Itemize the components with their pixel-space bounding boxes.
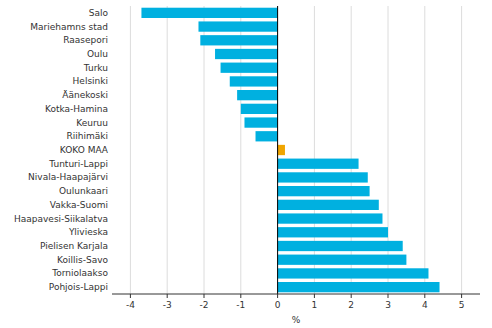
- category-label: Nivala-Haapajärvi: [28, 172, 108, 182]
- bar: [278, 213, 383, 223]
- tick-label: 1: [312, 300, 318, 310]
- bar: [221, 63, 278, 73]
- tick-label: 2: [348, 300, 354, 310]
- category-label: Turku: [83, 63, 108, 73]
- category-label: Oulu: [87, 49, 108, 59]
- tick-label: -4: [126, 300, 135, 310]
- tick-mark: [204, 294, 205, 298]
- bar: [278, 268, 429, 278]
- bar: [278, 172, 368, 182]
- category-label: Oulunkaari: [59, 186, 108, 196]
- bar: [278, 282, 440, 292]
- bar: [278, 227, 388, 237]
- category-label: Keuruu: [76, 118, 108, 128]
- zero-line: [277, 6, 278, 294]
- category-label: Kotka-Hamina: [45, 104, 108, 114]
- category-label: Vakka-Suomi: [50, 200, 108, 210]
- category-label: Koillis-Savo: [57, 255, 108, 265]
- tick-mark: [351, 294, 352, 298]
- bars: [141, 8, 439, 293]
- tick-label: 5: [459, 300, 465, 310]
- grid-line: [204, 6, 205, 294]
- x-axis: -4 -3 -2 -1 0 1 2 3 4 5: [112, 294, 480, 310]
- tick-mark: [424, 294, 425, 298]
- grid-line: [461, 6, 462, 294]
- tick-mark: [388, 294, 389, 298]
- bar: [278, 200, 379, 210]
- bar: [198, 21, 277, 31]
- category-label: Ylivieska: [68, 227, 108, 237]
- bar: [230, 76, 278, 86]
- category-label: Torniolaakso: [51, 268, 108, 278]
- tick-label: -1: [236, 300, 245, 310]
- category-label: KOKO MAA: [60, 145, 109, 155]
- category-label: Haapavesi-Siikalatva: [14, 214, 108, 224]
- tick-mark: [240, 294, 241, 298]
- grid-line: [277, 6, 278, 294]
- bar: [278, 145, 285, 155]
- bar: [237, 90, 277, 100]
- bar: [256, 131, 278, 141]
- tick-label: -3: [163, 300, 172, 310]
- bar: [278, 241, 403, 251]
- tick-mark: [167, 294, 168, 298]
- tick-label: -2: [200, 300, 209, 310]
- grid-line: [424, 6, 425, 294]
- chart: -4 -3 -2 -1 0 1 2 3 4 5% Pohjois-Lappi Torniolaakso…: [0, 0, 492, 328]
- bar: [241, 104, 278, 114]
- bar: [278, 186, 370, 196]
- tick-mark: [130, 294, 131, 298]
- tick-label: 3: [385, 300, 391, 310]
- category-label: Helsinki: [73, 76, 108, 86]
- axis-label: %: [292, 315, 301, 325]
- tick-label: 4: [422, 300, 428, 310]
- category-label: Riihimäki: [67, 131, 108, 141]
- category-label: Äänekoski: [62, 90, 108, 100]
- category-label: Raasepori: [63, 35, 108, 45]
- category-label: Mariehamns stad: [30, 22, 108, 32]
- bar: [278, 159, 359, 169]
- tick-mark: [277, 294, 278, 298]
- tick-mark: [314, 294, 315, 298]
- tick-label: 0: [275, 300, 281, 310]
- category-label: Pohjois-Lappi: [49, 282, 108, 292]
- grid: [130, 6, 461, 294]
- category-label: Tunturi-Lappi: [48, 159, 108, 169]
- tick-mark: [461, 294, 462, 298]
- bar: [278, 255, 407, 265]
- bar: [215, 49, 278, 59]
- category-label: Salo: [89, 8, 109, 18]
- grid-line: [167, 6, 168, 294]
- bar: [244, 117, 277, 127]
- y-axis: Pohjois-Lappi Torniolaakso Koillis-Savo Pie…: [14, 8, 109, 292]
- category-label: Pielisen Karjala: [40, 241, 108, 251]
- bar: [141, 8, 277, 18]
- grid-line: [130, 6, 131, 294]
- bar: [200, 35, 277, 45]
